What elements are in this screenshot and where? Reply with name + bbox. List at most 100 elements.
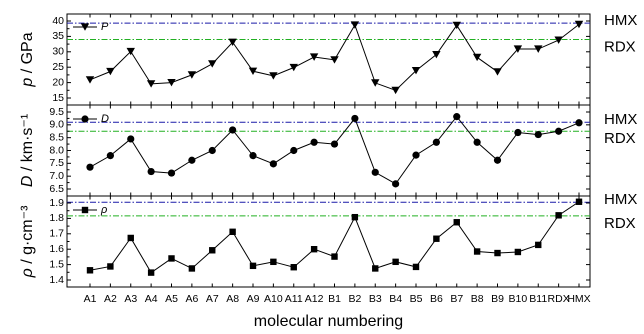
x-tick-label: B4 (389, 293, 402, 305)
x-tick-label: A8 (226, 293, 239, 305)
legend-label: D (101, 113, 109, 125)
data-point (310, 246, 318, 253)
y-axis-symbol: D (19, 175, 36, 187)
x-tick-label: B9 (491, 293, 504, 305)
y-tick-label: 20 (52, 76, 64, 88)
y-tick-label: 1.4 (49, 274, 64, 286)
data-point (168, 255, 175, 262)
y-tick-label: 40 (52, 15, 64, 27)
data-point (433, 235, 440, 242)
data-point (555, 212, 562, 219)
data-point (106, 152, 114, 160)
data-point (371, 168, 379, 176)
y-axis-unit: / g·cm⁻³ (19, 205, 36, 268)
data-point (269, 160, 277, 168)
data-point (411, 66, 421, 75)
y-tick-label: 35 (52, 30, 64, 42)
x-tick-label: RDX (548, 293, 570, 305)
y-tick-label: 9.0 (49, 119, 64, 131)
legend-label: ρ (100, 204, 107, 216)
data-point (493, 68, 502, 76)
data-point (574, 20, 584, 29)
data-point (86, 267, 94, 274)
x-tick-label: A6 (185, 293, 198, 305)
legend-marker (81, 115, 89, 123)
data-point (453, 113, 461, 121)
y-axis-label: D / km·s⁻¹ (19, 114, 36, 187)
data-point (514, 248, 522, 256)
data-point (289, 63, 298, 72)
x-tick-label: B10 (509, 293, 528, 305)
data-point (147, 167, 155, 176)
hmx-label: HMX (604, 191, 637, 208)
data-point (535, 241, 542, 249)
y-axis-unit: / GPa (19, 32, 36, 77)
legend-marker (81, 206, 89, 214)
data-point (555, 127, 563, 135)
x-tick-label: A10 (264, 293, 283, 305)
data-point (391, 86, 400, 95)
data-point (453, 219, 460, 226)
data-point (86, 163, 94, 171)
data-point (392, 258, 399, 266)
data-point (107, 263, 114, 270)
x-tick-label: HMX (567, 293, 590, 305)
data-point (575, 198, 583, 205)
y-tick-label: 1.5 (49, 258, 64, 270)
x-tick-label: A7 (206, 293, 219, 305)
data-point (514, 128, 522, 137)
panel-frame (66, 195, 591, 288)
data-point (187, 71, 197, 79)
data-point (127, 234, 134, 242)
y-tick-label: 8.5 (49, 131, 64, 143)
data-point (472, 53, 482, 62)
data-point (554, 36, 563, 44)
y-tick-label: 25 (52, 61, 64, 73)
data-point (310, 138, 318, 146)
data-point (106, 67, 115, 76)
rdx-label: RDX (604, 38, 636, 55)
panel-frame (66, 104, 591, 197)
data-point (371, 79, 380, 87)
y-tick-label: 1.6 (49, 243, 64, 255)
data-point (208, 146, 216, 155)
data-point (188, 156, 196, 164)
y-tick-label: 30 (52, 46, 64, 58)
data-point (188, 265, 196, 272)
rdx-label: RDX (604, 130, 636, 147)
y-tick-label: 7.5 (49, 157, 64, 169)
x-tick-label: A4 (145, 293, 158, 305)
data-point (432, 138, 440, 146)
y-tick-label: 9.5 (49, 106, 64, 118)
data-point (208, 60, 217, 68)
y-tick-label: 6.5 (49, 183, 64, 195)
data-point (269, 72, 278, 80)
x-tick-label: B6 (430, 293, 443, 305)
x-tick-label: B5 (410, 293, 423, 305)
data-point (432, 50, 441, 59)
x-tick-label: B8 (471, 293, 484, 305)
data-point (127, 135, 135, 143)
data-point (372, 265, 379, 272)
y-tick-label: 1.7 (49, 228, 64, 240)
x-tick-label: B2 (348, 293, 361, 305)
x-tick-label: A5 (165, 293, 178, 305)
data-point (351, 114, 359, 123)
data-point (473, 248, 481, 255)
x-tick-label: A3 (124, 293, 137, 305)
data-point (412, 263, 420, 271)
hmx-label: HMX (604, 111, 637, 128)
series-line-velocity (89, 115, 580, 185)
data-point (412, 151, 420, 159)
data-point (229, 126, 237, 134)
data-point (392, 180, 400, 188)
panel-pressure: HMX RDX 15 20 25 30 35 40 p / GPa P (19, 12, 637, 106)
data-point (351, 213, 359, 221)
data-point (228, 38, 237, 47)
y-tick-label: 1.9 (49, 197, 64, 209)
data-point (85, 76, 95, 84)
